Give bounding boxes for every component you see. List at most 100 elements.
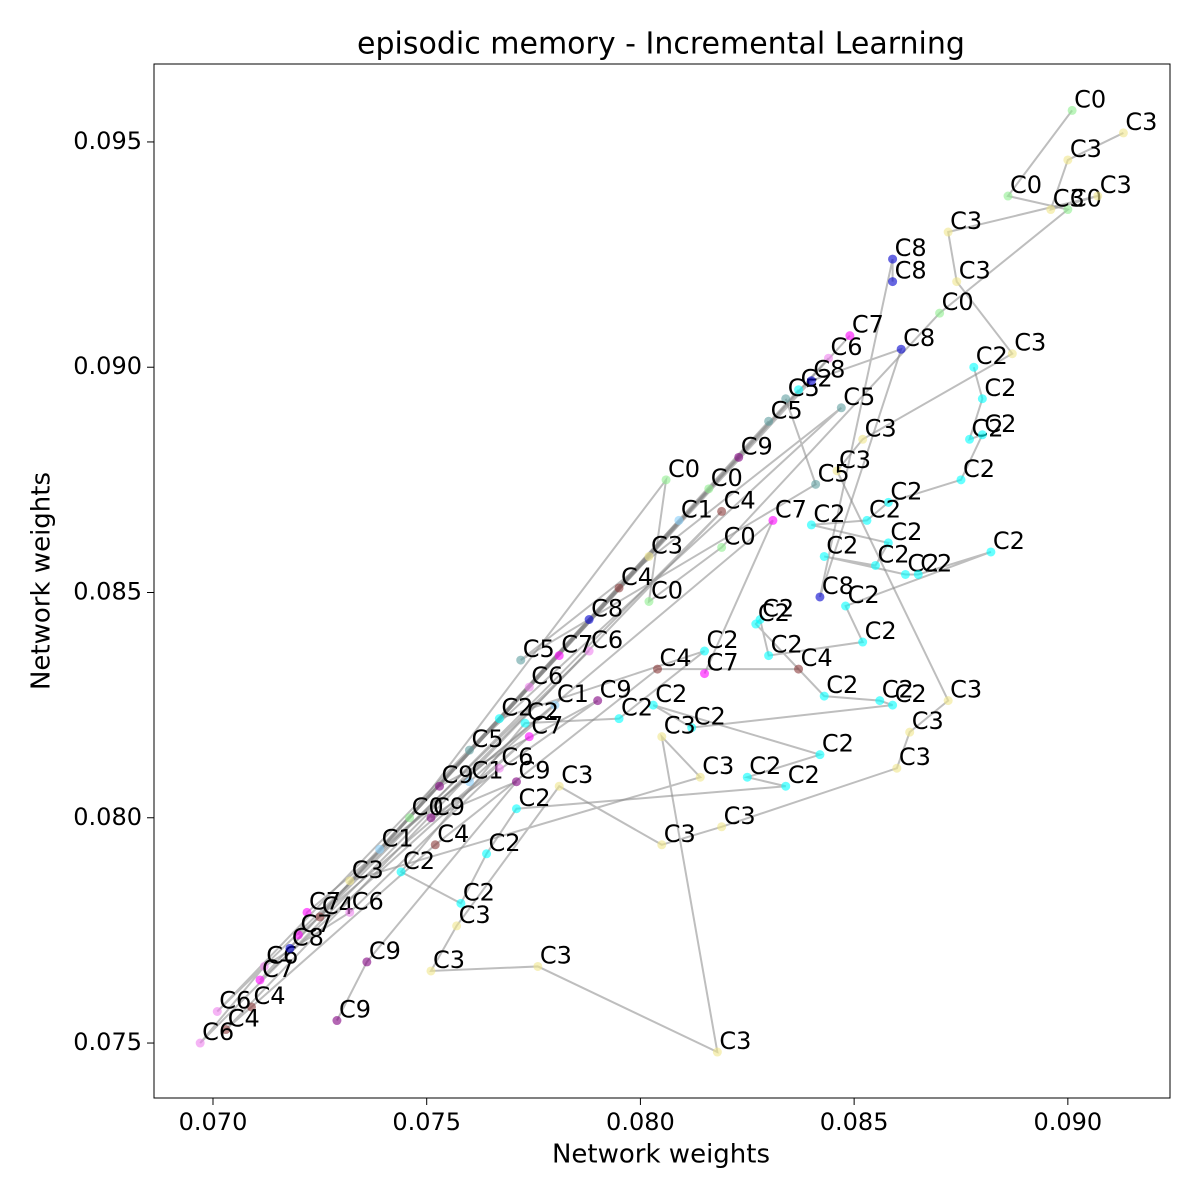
point bbox=[644, 551, 654, 561]
point-label: C2 bbox=[993, 527, 1025, 555]
point bbox=[657, 732, 667, 742]
x-tick-label: 0.085 bbox=[820, 1108, 889, 1136]
point bbox=[511, 804, 521, 814]
point bbox=[648, 700, 658, 710]
y-tick-label: 0.075 bbox=[73, 1028, 142, 1056]
point-label: C9 bbox=[442, 761, 474, 789]
point bbox=[871, 560, 881, 570]
point bbox=[896, 344, 906, 354]
point-label: C2 bbox=[813, 500, 845, 528]
point-label: C9 bbox=[433, 793, 465, 821]
point-label: C9 bbox=[741, 432, 773, 460]
point-label: C3 bbox=[865, 414, 897, 442]
point-label: C8 bbox=[822, 572, 854, 600]
point bbox=[717, 822, 727, 832]
point bbox=[913, 569, 923, 579]
point bbox=[794, 664, 804, 674]
point-label: C3 bbox=[664, 712, 696, 740]
point bbox=[794, 385, 804, 395]
point bbox=[345, 907, 355, 917]
point-label: C6 bbox=[202, 1018, 234, 1046]
point-label: C3 bbox=[719, 1027, 751, 1055]
point bbox=[426, 966, 436, 976]
point bbox=[883, 538, 893, 548]
point-label: C7 bbox=[707, 649, 739, 677]
point-label: C4 bbox=[660, 644, 692, 672]
point-label: C5 bbox=[471, 725, 503, 753]
point bbox=[1093, 191, 1103, 201]
point-label: C3 bbox=[651, 531, 683, 559]
point-label: C4 bbox=[801, 644, 833, 672]
point bbox=[212, 1006, 222, 1016]
point-label: C2 bbox=[527, 698, 559, 726]
point bbox=[1007, 349, 1017, 359]
point bbox=[426, 813, 436, 823]
point-label: C2 bbox=[869, 495, 901, 523]
point-label: C2 bbox=[463, 878, 495, 906]
point bbox=[841, 601, 851, 611]
point bbox=[661, 475, 671, 485]
point bbox=[456, 898, 466, 908]
point-label: C4 bbox=[437, 820, 469, 848]
point-label: C8 bbox=[895, 257, 927, 285]
point bbox=[905, 727, 915, 737]
point bbox=[511, 777, 521, 787]
point bbox=[494, 763, 504, 773]
x-tick-label: 0.075 bbox=[392, 1108, 461, 1136]
point bbox=[614, 583, 624, 593]
point bbox=[952, 277, 962, 287]
point-label: C0 bbox=[942, 288, 974, 316]
point-label: C3 bbox=[352, 856, 384, 884]
point bbox=[302, 907, 312, 917]
point-label: C2 bbox=[972, 414, 1004, 442]
point bbox=[819, 551, 829, 561]
point-label: C2 bbox=[907, 549, 939, 577]
point bbox=[435, 781, 445, 791]
point-label: C1 bbox=[557, 680, 589, 708]
point-label: C2 bbox=[749, 752, 781, 780]
point-label: C7 bbox=[852, 311, 884, 339]
point-label: C3 bbox=[459, 901, 491, 929]
point bbox=[687, 723, 697, 733]
point bbox=[332, 1016, 342, 1026]
point bbox=[657, 840, 667, 850]
point-label: C4 bbox=[228, 1005, 260, 1033]
point-label: C2 bbox=[501, 694, 533, 722]
point-label: C6 bbox=[352, 887, 384, 915]
point-label: C2 bbox=[403, 847, 435, 875]
point-label: C0 bbox=[711, 464, 743, 492]
connection-line bbox=[399, 366, 992, 905]
point bbox=[888, 277, 898, 287]
point-label: C3 bbox=[1125, 108, 1157, 136]
point-label: C9 bbox=[339, 996, 371, 1024]
point-label: C2 bbox=[865, 617, 897, 645]
point-label: C2 bbox=[758, 599, 790, 627]
point-label: C3 bbox=[1053, 185, 1085, 213]
point-label: C2 bbox=[848, 581, 880, 609]
plot-frame bbox=[153, 63, 1171, 1099]
point bbox=[858, 637, 868, 647]
point-label: C2 bbox=[694, 703, 726, 731]
y-tick-label: 0.090 bbox=[73, 352, 142, 380]
point-label: C3 bbox=[839, 446, 871, 474]
point-label: C3 bbox=[433, 946, 465, 974]
point-label: C2 bbox=[621, 694, 653, 722]
point bbox=[674, 515, 684, 525]
point bbox=[1003, 191, 1013, 201]
point-label: C9 bbox=[518, 757, 550, 785]
point bbox=[819, 691, 829, 701]
point-label: C5 bbox=[818, 459, 850, 487]
point bbox=[969, 362, 979, 372]
point bbox=[554, 651, 564, 661]
point bbox=[695, 772, 705, 782]
point-label: C6 bbox=[219, 986, 251, 1014]
point bbox=[554, 781, 564, 791]
y-tick-label: 0.080 bbox=[73, 803, 142, 831]
point-label: C9 bbox=[600, 676, 632, 704]
point-label: C3 bbox=[950, 207, 982, 235]
point bbox=[221, 1025, 231, 1035]
point-label: C3 bbox=[950, 676, 982, 704]
point bbox=[751, 619, 761, 629]
point bbox=[935, 308, 945, 318]
